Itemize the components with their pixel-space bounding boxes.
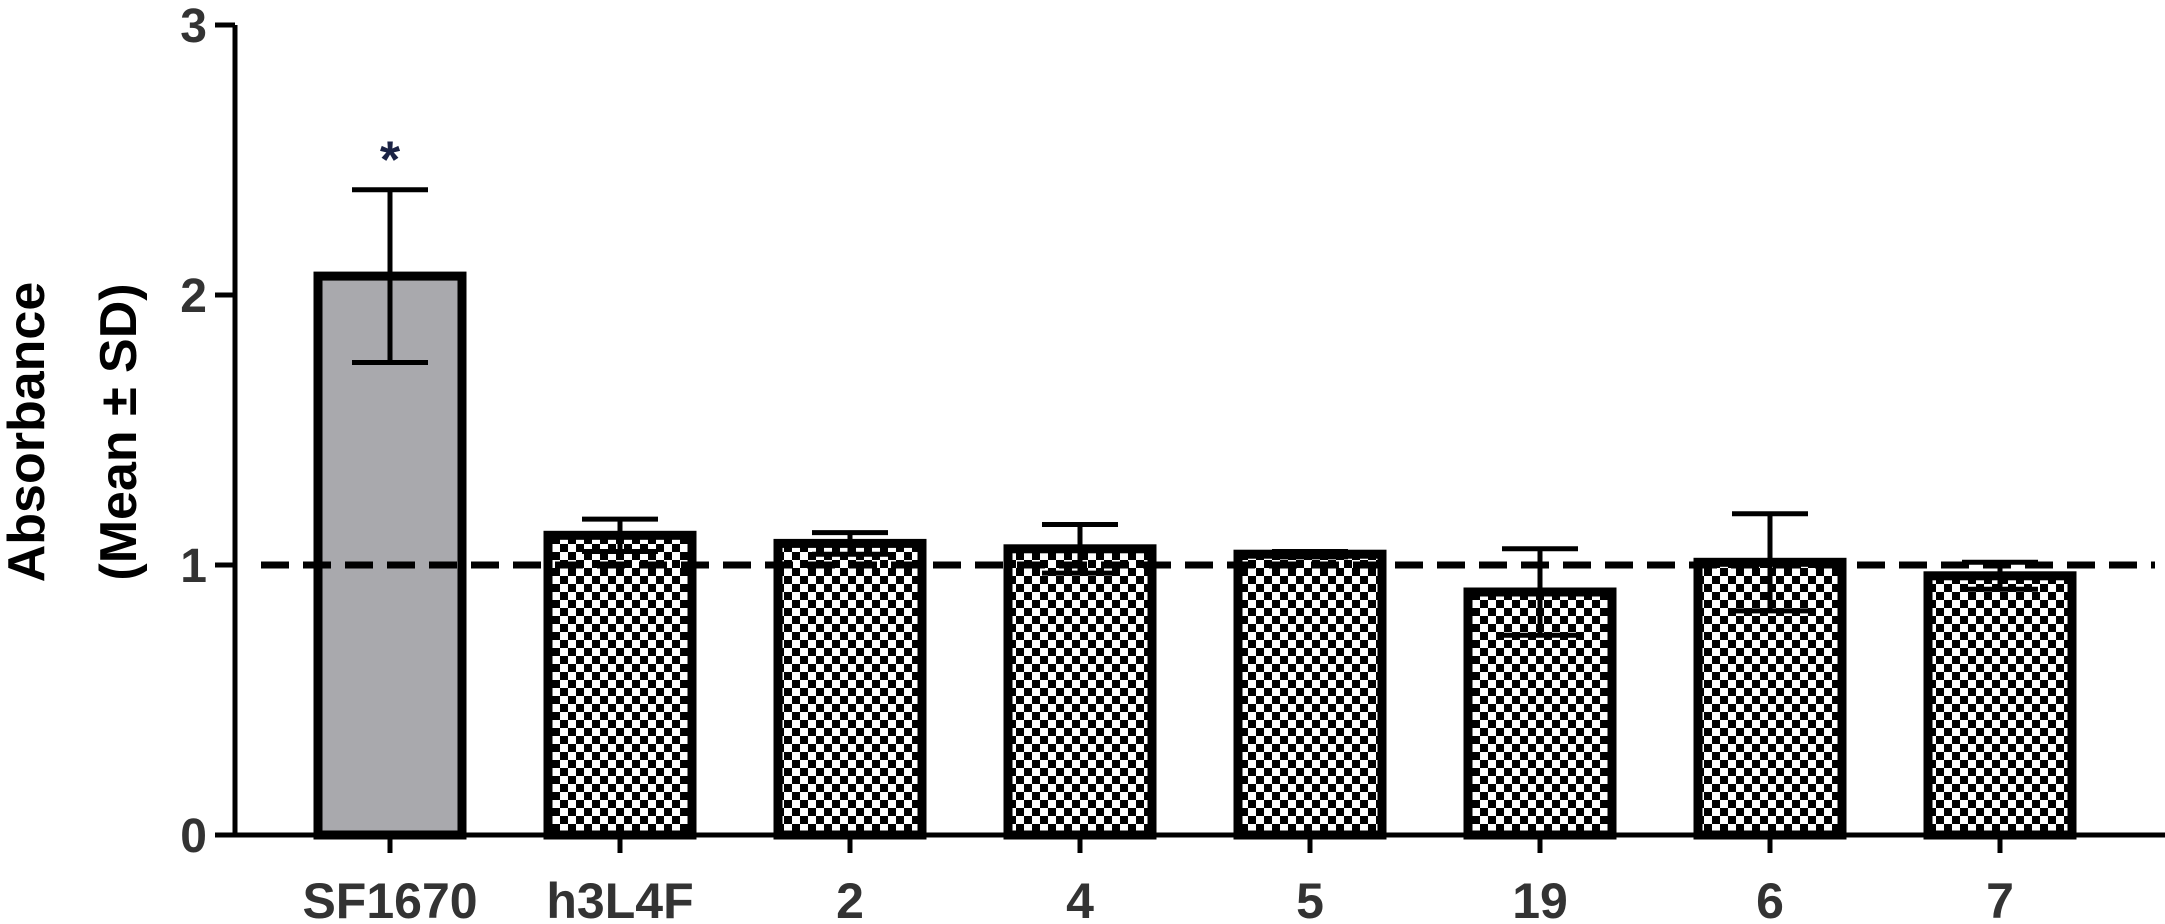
error-bar-2 [812, 530, 888, 557]
bars-layer [313, 271, 2077, 840]
x-tick-label-19: 19 [1512, 873, 1568, 924]
y-axis-title: Absorbance (Mean ± SD) [0, 282, 148, 583]
y-tick-label-1: 1 [180, 540, 207, 593]
bar-h3L4F [543, 530, 697, 840]
axes-layer [215, 22, 2165, 853]
y-tick-label-0: 0 [180, 810, 207, 863]
x-tick-label-6: 6 [1756, 873, 1784, 924]
y-tick-label-3: 3 [180, 0, 207, 53]
x-tick-label-7: 7 [1986, 873, 2014, 924]
y-tick-label-2: 2 [180, 270, 207, 323]
y-axis-title-line1: Absorbance [0, 282, 56, 583]
x-tick-label-4: 4 [1066, 873, 1094, 924]
labels-layer: 0 1 2 3 SF1670 h3L4F 2 4 5 19 6 7 * [180, 0, 2014, 924]
y-axis-title-line2: (Mean ± SD) [90, 283, 148, 580]
x-tick-label-SF1670: SF1670 [302, 873, 477, 924]
significance-marker-SF1670: * [380, 132, 401, 190]
error-bar-7 [1962, 559, 2038, 592]
error-bar-5 [1272, 549, 1348, 560]
x-tick-label-h3L4F: h3L4F [546, 873, 693, 924]
error-bar-6 [1732, 511, 1808, 614]
error-bar-19 [1502, 546, 1578, 638]
bar-7 [1923, 571, 2077, 840]
error-bar-4 [1042, 522, 1118, 576]
bar-4 [1003, 544, 1157, 840]
bar-5 [1233, 549, 1387, 840]
bar-2 [773, 538, 927, 840]
error-bars-layer [352, 187, 2038, 638]
error-bar-SF1670 [352, 187, 428, 365]
x-tick-label-5: 5 [1296, 873, 1324, 924]
error-bar-h3L4F [582, 516, 658, 554]
x-tick-label-2: 2 [836, 873, 864, 924]
